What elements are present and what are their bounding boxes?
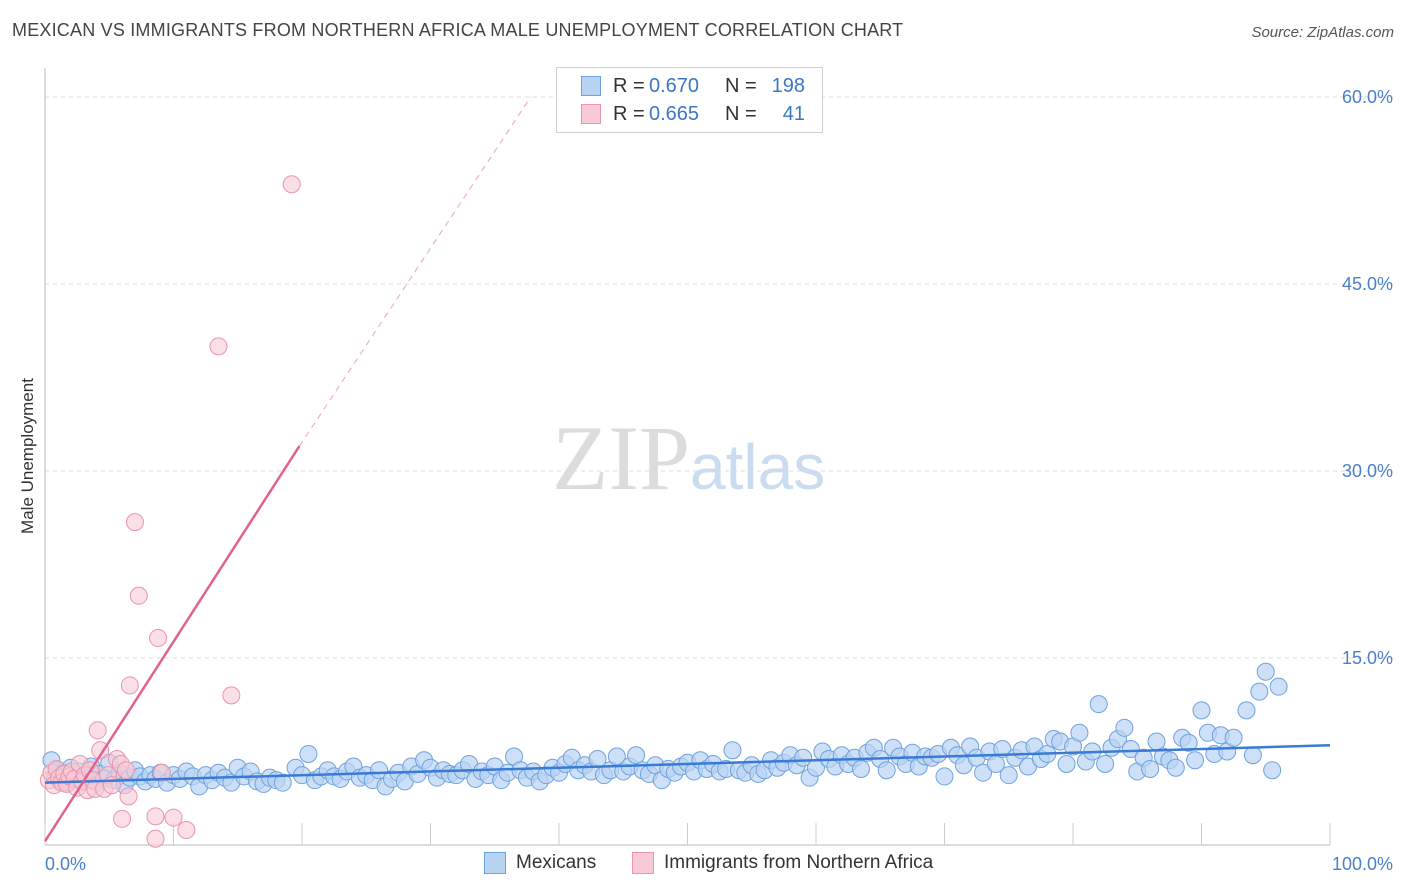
- data-point-immigrants: [146, 807, 165, 826]
- data-point-mexicans: [627, 746, 646, 765]
- correlation-legend: R = 0.670 N = 198 R = 0.665 N = 41: [556, 67, 823, 133]
- data-point-mexicans: [1250, 682, 1269, 701]
- data-point-mexicans: [1096, 754, 1115, 773]
- data-point-mexicans: [1070, 723, 1089, 742]
- data-point-mexicans: [1263, 761, 1282, 780]
- data-point-immigrants: [149, 629, 168, 648]
- data-point-mexicans: [1269, 677, 1288, 696]
- legend-item-immigrants[interactable]: Immigrants from Northern Africa: [632, 852, 933, 874]
- data-point-mexicans: [1224, 728, 1243, 747]
- data-point-mexicans: [1243, 746, 1262, 765]
- legend-n-value: 198: [771, 74, 805, 97]
- data-point-immigrants: [129, 586, 148, 605]
- data-point-mexicans: [1089, 695, 1108, 714]
- data-point-immigrants: [102, 776, 121, 795]
- legend-label-mexicans: Mexicans: [516, 852, 597, 873]
- data-point-mexicans: [1179, 733, 1198, 752]
- y-axis-label: Male Unemployment: [18, 378, 37, 534]
- legend-n-value: 41: [782, 102, 805, 125]
- legend-row-immigrants: R = 0.665 N = 41: [581, 100, 805, 128]
- legend-swatch-blue: [484, 852, 506, 874]
- data-point-immigrants: [116, 761, 135, 780]
- data-point-mexicans: [851, 759, 870, 778]
- data-point-mexicans: [1186, 751, 1205, 770]
- y-tick-label: 15.0%: [1342, 648, 1393, 668]
- legend-item-mexicans[interactable]: Mexicans: [484, 852, 596, 874]
- legend-swatch-pink: [581, 104, 601, 124]
- data-point-immigrants: [177, 821, 196, 840]
- data-point-mexicans: [1166, 758, 1185, 777]
- data-point-immigrants: [113, 809, 132, 828]
- source-label: Source: ZipAtlas.com: [1251, 24, 1394, 41]
- data-point-immigrants: [91, 741, 110, 760]
- legend-row-mexicans: R = 0.670 N = 198: [581, 72, 805, 100]
- data-point-mexicans: [1256, 662, 1275, 681]
- data-point-immigrants: [222, 686, 241, 705]
- data-point-immigrants: [125, 513, 144, 532]
- legend-r-value: 0.665: [649, 102, 700, 125]
- legend-r-label: R =: [613, 102, 645, 125]
- data-point-immigrants: [209, 337, 228, 356]
- data-point-mexicans: [935, 767, 954, 786]
- data-point-mexicans: [794, 748, 813, 767]
- data-point-immigrants: [164, 808, 183, 827]
- trendline-mexicans: [44, 744, 1331, 784]
- data-point-mexicans: [299, 744, 318, 763]
- y-tick-label: 60.0%: [1342, 87, 1393, 107]
- trendline-immigrants-extension: [299, 96, 532, 447]
- data-point-mexicans: [1192, 701, 1211, 720]
- y-tick-label: 30.0%: [1342, 461, 1393, 481]
- chart-title: MEXICAN VS IMMIGRANTS FROM NORTHERN AFRI…: [12, 20, 904, 40]
- data-point-mexicans: [993, 740, 1012, 759]
- legend-r-value: 0.670: [649, 74, 700, 97]
- legend-n-label: N =: [725, 102, 757, 125]
- data-point-mexicans: [877, 761, 896, 780]
- legend-swatch-blue: [581, 76, 601, 96]
- data-point-mexicans: [1115, 718, 1134, 737]
- watermark: ZIPatlas: [552, 405, 825, 511]
- legend-label-immigrants: Immigrants from Northern Africa: [664, 852, 934, 873]
- data-point-mexicans: [273, 773, 292, 792]
- data-point-mexicans: [723, 741, 742, 760]
- x-tick-label: 100.0%: [1332, 854, 1393, 874]
- x-tick-label: 0.0%: [45, 854, 86, 874]
- data-point-mexicans: [1147, 732, 1166, 751]
- data-point-mexicans: [999, 766, 1018, 785]
- data-point-immigrants: [119, 787, 138, 806]
- data-point-immigrants: [282, 175, 301, 194]
- data-point-mexicans: [974, 763, 993, 782]
- data-point-mexicans: [1141, 759, 1160, 778]
- data-point-mexicans: [1237, 701, 1256, 720]
- data-point-immigrants: [146, 829, 165, 848]
- data-point-immigrants: [120, 676, 139, 695]
- data-point-mexicans: [370, 761, 389, 780]
- legend-r-label: R =: [613, 74, 645, 97]
- watermark-zip: ZIP: [552, 407, 690, 509]
- data-point-mexicans: [1121, 740, 1140, 759]
- trendline-immigrants: [43, 445, 301, 842]
- data-point-immigrants: [88, 721, 107, 740]
- y-tick-label: 45.0%: [1342, 274, 1393, 294]
- data-point-immigrants: [152, 763, 171, 782]
- legend-swatch-pink: [632, 852, 654, 874]
- watermark-atlas: atlas: [690, 431, 826, 503]
- legend-n-label: N =: [725, 74, 757, 97]
- data-point-mexicans: [1057, 754, 1076, 773]
